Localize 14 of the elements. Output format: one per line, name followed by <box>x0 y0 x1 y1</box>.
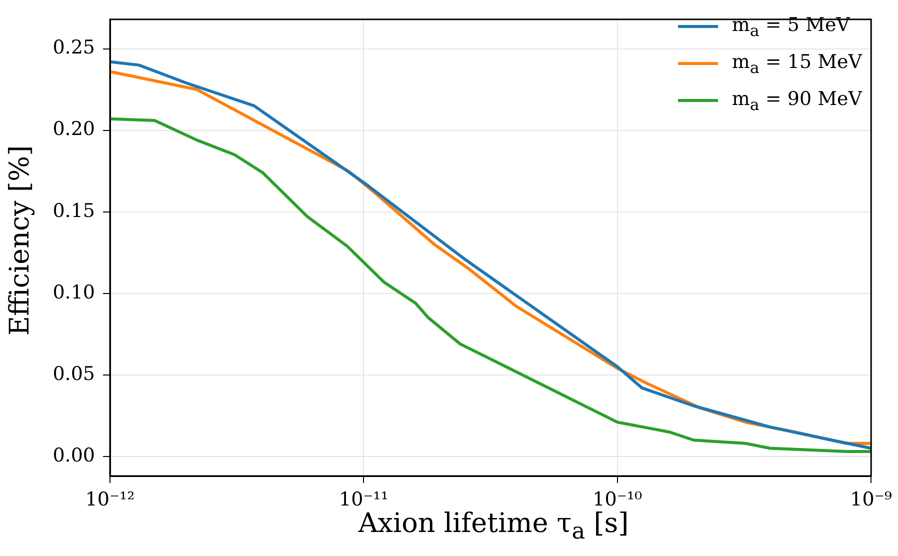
y-tick-label: 0.05 <box>52 362 95 385</box>
x-tick-label: 10⁻¹⁰ <box>592 488 642 510</box>
y-tick-label: 0.15 <box>52 200 95 222</box>
y-tick-label: 0.20 <box>52 118 95 140</box>
legend-label: m$_{a}$ = 90 MeV <box>732 88 862 114</box>
legend-label: m$_{a}$ = 15 MeV <box>732 50 862 77</box>
y-tick-label: 0.25 <box>52 36 95 59</box>
y-axis-title: Efficiency [%] <box>4 144 36 338</box>
x-tick-label: 10⁻¹¹ <box>338 488 388 510</box>
x-axis-title: Axion lifetime τ$_{a}$ [s] <box>358 508 629 544</box>
y-tick-label: 0.00 <box>52 444 95 466</box>
y-tick-label: 0.10 <box>52 281 95 304</box>
x-tick-label: 10⁻⁹ <box>850 488 892 510</box>
x-tick-label: 10⁻¹² <box>85 488 135 510</box>
